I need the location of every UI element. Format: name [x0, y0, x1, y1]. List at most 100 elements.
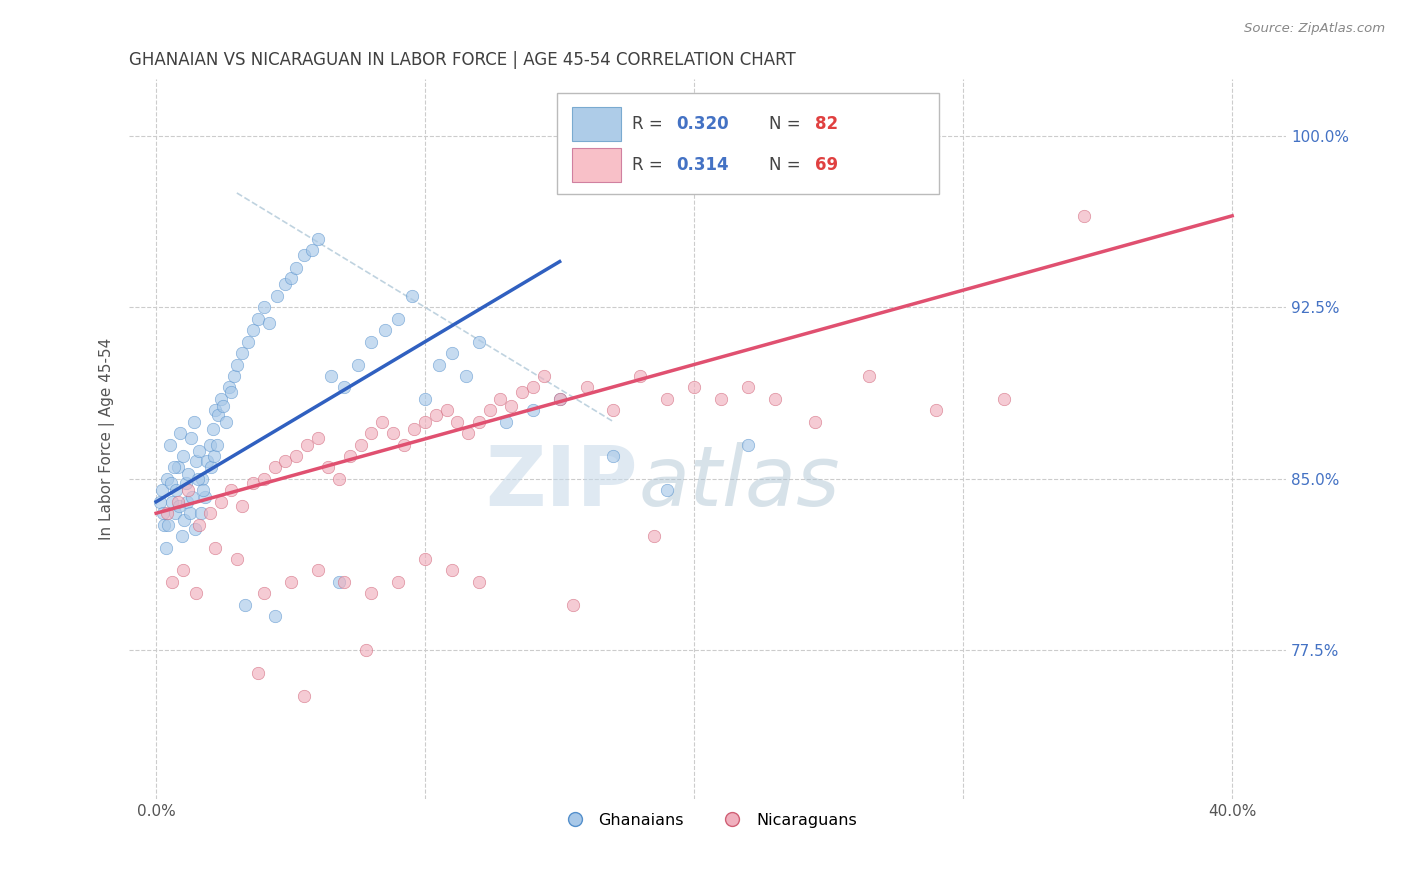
Point [307, 232, 329, 246]
Point [188, 517, 211, 532]
Point [349, 437, 371, 451]
Point [180, 431, 202, 445]
Point [242, 476, 264, 491]
Point [804, 415, 827, 429]
Point [360, 334, 382, 349]
Point [401, 289, 423, 303]
Point [371, 415, 394, 429]
Y-axis label: In Labor Force | Age 45-54: In Labor Force | Age 45-54 [100, 338, 115, 540]
Point [195, 453, 218, 467]
Point [198, 437, 221, 451]
Point [198, 506, 221, 520]
Point [548, 392, 571, 406]
Point [468, 415, 491, 429]
Point [204, 403, 226, 417]
Text: 0.320: 0.320 [676, 115, 728, 133]
Point [285, 449, 308, 463]
Point [191, 472, 214, 486]
Point [176, 495, 198, 509]
Point [202, 449, 225, 463]
Point [274, 453, 297, 467]
FancyBboxPatch shape [557, 93, 939, 194]
Point [374, 323, 396, 337]
Point [333, 380, 356, 394]
Point [413, 552, 436, 566]
Point [441, 563, 464, 577]
Point [510, 384, 533, 399]
Point [307, 431, 329, 445]
Point [150, 483, 173, 498]
Point [404, 421, 426, 435]
Point [763, 392, 786, 406]
Point [628, 368, 651, 383]
Point [292, 690, 315, 704]
Point [242, 323, 264, 337]
Point [157, 517, 180, 532]
Point [319, 368, 342, 383]
Point [657, 483, 679, 498]
Point [522, 380, 544, 394]
Point [478, 403, 501, 417]
Point [360, 586, 382, 600]
Point [166, 495, 188, 509]
Point [657, 392, 679, 406]
Point [562, 598, 585, 612]
Point [152, 506, 174, 520]
Point [280, 574, 302, 589]
Point [169, 426, 191, 441]
Point [165, 483, 187, 498]
FancyBboxPatch shape [572, 148, 621, 182]
Point [218, 380, 240, 394]
Point [153, 517, 176, 532]
Point [381, 426, 404, 441]
Point [253, 586, 276, 600]
Point [301, 243, 323, 257]
Point [156, 472, 179, 486]
Point [522, 403, 544, 417]
Point [225, 358, 247, 372]
Point [575, 380, 598, 394]
Point [163, 506, 186, 520]
Point [489, 392, 512, 406]
Point [295, 437, 318, 451]
Text: Source: ZipAtlas.com: Source: ZipAtlas.com [1244, 22, 1385, 36]
Point [221, 384, 243, 399]
Point [328, 574, 350, 589]
Text: ZIP: ZIP [485, 442, 638, 523]
Point [425, 408, 447, 422]
Point [683, 380, 706, 394]
Point [184, 522, 207, 536]
Point [354, 643, 377, 657]
Point [280, 270, 302, 285]
Point [737, 437, 759, 451]
Point [162, 460, 184, 475]
Point [468, 574, 491, 589]
Point [387, 311, 409, 326]
Point [193, 490, 215, 504]
Point [737, 380, 759, 394]
Point [186, 586, 208, 600]
Point [602, 403, 624, 417]
Point [347, 358, 370, 372]
Text: R =: R = [633, 156, 668, 174]
Point [413, 392, 436, 406]
Point [858, 368, 880, 383]
Point [159, 437, 181, 451]
Point [173, 513, 195, 527]
Point [186, 453, 208, 467]
Point [205, 437, 228, 451]
Text: R =: R = [633, 115, 668, 133]
Point [236, 334, 259, 349]
Point [468, 334, 491, 349]
Point [174, 476, 197, 491]
Point [231, 346, 253, 360]
Point [454, 368, 477, 383]
Point [190, 506, 212, 520]
Point [209, 495, 232, 509]
Text: N =: N = [769, 156, 806, 174]
Point [643, 529, 665, 543]
Point [187, 472, 209, 486]
Point [253, 472, 276, 486]
Point [162, 495, 184, 509]
Text: 69: 69 [815, 156, 838, 174]
